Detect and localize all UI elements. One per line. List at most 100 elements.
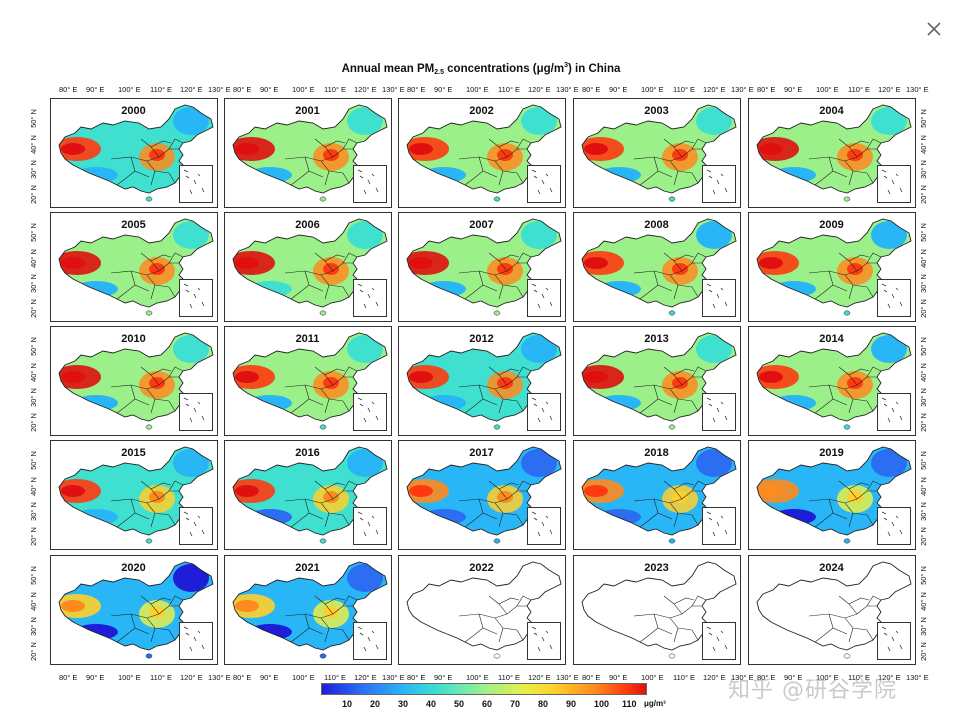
south-china-sea-inset <box>527 279 561 317</box>
lon-label: 80° E <box>757 85 776 94</box>
lat-label: 30° N <box>28 274 38 293</box>
lat-label: 20° N <box>28 299 38 318</box>
year-label: 2011 <box>295 333 320 345</box>
south-china-sea-inset <box>527 507 561 545</box>
china-map <box>58 446 214 544</box>
lon-label: 110° E <box>673 85 696 94</box>
lat-label: 20° N <box>28 185 38 204</box>
year-label: 2021 <box>295 562 320 574</box>
lon-label: 130° E <box>382 673 405 682</box>
map-panel-2001: 2001 <box>224 98 392 208</box>
lon-label: 120° E <box>878 85 901 94</box>
year-label: 2014 <box>819 333 844 345</box>
lat-label: 20° N <box>28 527 38 546</box>
lon-label: 120° E <box>528 85 551 94</box>
lon-label: 90° E <box>260 673 279 682</box>
lon-label: 130° E <box>906 673 929 682</box>
lon-label: 130° E <box>906 85 929 94</box>
lon-label: 80° E <box>582 85 601 94</box>
colorbar-tick: 10 <box>342 699 353 709</box>
lat-label: 50° N <box>918 223 928 242</box>
south-china-sea-inset <box>179 165 213 203</box>
lat-label: 40° N <box>918 249 928 268</box>
south-china-sea-inset <box>179 507 213 545</box>
south-china-sea-inset <box>353 507 387 545</box>
lon-label: 120° E <box>180 673 203 682</box>
lon-label: 130° E <box>208 85 231 94</box>
close-button[interactable] <box>921 16 947 42</box>
year-label: 2016 <box>295 447 320 459</box>
lon-label: 100° E <box>466 673 489 682</box>
south-china-sea-inset <box>702 507 736 545</box>
lat-label: 50° N <box>28 337 38 356</box>
south-china-sea-inset <box>877 165 911 203</box>
lon-label: 90° E <box>434 85 453 94</box>
map-panel-2020: 2020 <box>50 555 218 665</box>
colorbar-tick: 40 <box>426 699 437 709</box>
map-panel-2018: 2018 <box>573 440 741 550</box>
map-panel-2014: 2014 <box>748 326 916 436</box>
south-china-sea-inset <box>527 165 561 203</box>
lat-label: 40° N <box>918 592 928 611</box>
lat-label: 20° N <box>918 642 928 661</box>
lon-label: 80° E <box>407 673 426 682</box>
china-map <box>232 332 388 430</box>
year-label: 2001 <box>295 105 320 117</box>
lat-label: 30° N <box>918 388 928 407</box>
lat-label: 30° N <box>28 502 38 521</box>
lat-label: 40° N <box>28 477 38 496</box>
lon-label: 120° E <box>878 673 901 682</box>
year-label: 2003 <box>644 105 669 117</box>
lat-label: 30° N <box>918 160 928 179</box>
colorbar-tick: 70 <box>510 699 521 709</box>
south-china-sea-inset <box>353 165 387 203</box>
lat-label: 30° N <box>28 160 38 179</box>
lon-label: 120° E <box>703 85 726 94</box>
year-label: 2004 <box>819 105 844 117</box>
lat-label: 20° N <box>28 642 38 661</box>
lat-label: 50° N <box>28 109 38 128</box>
lon-label: 130° E <box>731 673 754 682</box>
lat-label: 30° N <box>918 502 928 521</box>
lon-label: 80° E <box>757 673 776 682</box>
map-panel-2006: 2006 <box>224 212 392 322</box>
lon-label: 110° E <box>150 85 173 94</box>
lon-label: 90° E <box>784 673 803 682</box>
lat-label: 20° N <box>918 299 928 318</box>
year-label: 2023 <box>644 562 669 574</box>
map-panel-2005: 2005 <box>50 212 218 322</box>
map-panel-2016: 2016 <box>224 440 392 550</box>
lat-label: 50° N <box>918 337 928 356</box>
lat-label: 40° N <box>28 363 38 382</box>
south-china-sea-inset <box>877 507 911 545</box>
map-panel-2000: 2000 <box>50 98 218 208</box>
lon-label: 100° E <box>118 673 141 682</box>
lat-label: 40° N <box>918 363 928 382</box>
lon-label: 100° E <box>816 673 839 682</box>
year-label: 2002 <box>469 105 494 117</box>
south-china-sea-inset <box>353 279 387 317</box>
lon-label: 80° E <box>233 85 252 94</box>
china-map <box>406 561 562 659</box>
year-label: 2012 <box>469 333 494 345</box>
colorbar-tick: 110 <box>622 699 637 709</box>
south-china-sea-inset <box>527 622 561 660</box>
year-label: 2022 <box>469 562 494 574</box>
lon-label: 120° E <box>180 85 203 94</box>
lon-label: 100° E <box>641 673 664 682</box>
lat-label: 30° N <box>918 274 928 293</box>
lat-label: 50° N <box>918 451 928 470</box>
colorbar <box>321 683 647 695</box>
map-panel-2017: 2017 <box>398 440 566 550</box>
lon-label: 130° E <box>382 85 405 94</box>
lon-label: 110° E <box>498 673 521 682</box>
lon-label: 120° E <box>528 673 551 682</box>
lat-label: 50° N <box>28 451 38 470</box>
lat-label: 50° N <box>28 223 38 242</box>
lat-label: 20° N <box>918 413 928 432</box>
map-panel-2022: 2022 <box>398 555 566 665</box>
lon-label: 110° E <box>673 673 696 682</box>
lon-label: 90° E <box>86 85 105 94</box>
year-label: 2013 <box>644 333 669 345</box>
map-panel-2003: 2003 <box>573 98 741 208</box>
